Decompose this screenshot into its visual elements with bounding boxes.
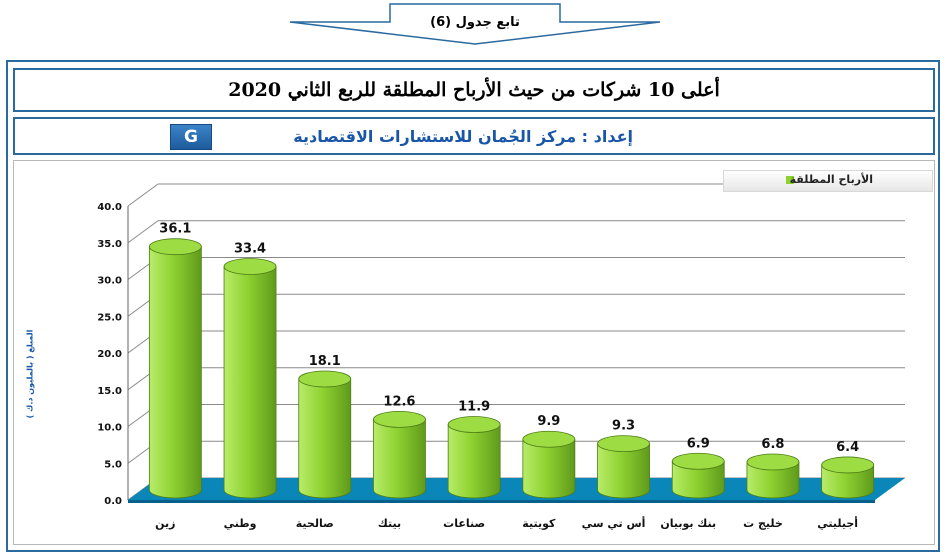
x-tick-label: أجيليتي	[817, 516, 858, 530]
prepared-by-text: إعداد : مركز الجُمان للاستشارات الاقتصاد…	[293, 127, 633, 146]
bar: 9.3	[597, 419, 650, 499]
bar-body	[671, 460, 725, 499]
x-tick-label: بنك بوبيان	[660, 517, 716, 530]
x-axis-labels: زين وطني صالحية بيتك صناعات كويتية أس تي سي بنك…	[155, 516, 858, 530]
data-label: 6.9	[687, 436, 710, 451]
bar-body	[522, 438, 576, 499]
y-axis-label: المبلغ ( بالمليون د.ك )	[25, 329, 35, 419]
bar-top	[821, 456, 875, 474]
bar: 33.4	[223, 242, 277, 499]
x-tick-label: كويتية	[522, 517, 556, 530]
y-tick-label: 0.0	[104, 496, 122, 507]
bar: 18.1	[298, 354, 352, 499]
legend: الأرباح المطلقة	[723, 170, 933, 192]
data-label: 12.6	[383, 394, 415, 409]
data-label: 33.4	[234, 242, 266, 257]
bar-body	[148, 246, 202, 499]
y-tick-label: 15.0	[97, 386, 122, 397]
company-logo: G	[170, 124, 212, 150]
bars: 36.1 33.4 18.1 12.6 11.9 9.9 9.3 6.9 6.8 6.4	[148, 222, 875, 499]
header-arrow	[289, 3, 661, 45]
y-tick-label: 25.0	[97, 312, 122, 323]
data-label: 18.1	[309, 354, 341, 369]
y-tick-label: 10.0	[97, 423, 122, 434]
x-tick-label: بيتك	[378, 517, 401, 530]
x-tick-label: خليج ت	[743, 517, 783, 530]
bar: 9.9	[522, 414, 576, 499]
outer-frame	[6, 60, 940, 552]
y-tick-label: 20.0	[97, 349, 122, 360]
data-label: 36.1	[159, 222, 191, 237]
y-tick-label: 35.0	[97, 239, 122, 250]
prepared-by-box: إعداد : مركز الجُمان للاستشارات الاقتصاد…	[13, 117, 935, 155]
data-label: 6.8	[761, 437, 784, 452]
bar-top	[597, 435, 650, 453]
x-tick-label: أس تي سي	[582, 516, 646, 530]
chart-title: أعلى 10 شركات من حيث الأرباح المطلقة للر…	[13, 68, 935, 112]
floor-edge	[128, 500, 875, 503]
data-label: 11.9	[458, 400, 490, 415]
gridline-side	[127, 220, 159, 244]
y-axis-ticks: 0.0 5.0 10.0 15.0 20.0 25.0 30.0 35.0 40.0	[97, 202, 122, 507]
bar-body	[821, 464, 875, 499]
x-tick-label: صالحية	[296, 517, 334, 530]
data-label: 9.9	[537, 414, 560, 429]
bar-top	[298, 370, 352, 388]
x-tick-label: صناعات	[443, 517, 485, 530]
bar-top	[522, 430, 576, 448]
bar-top	[148, 238, 202, 256]
bar: 36.1	[148, 222, 202, 499]
chart-frame	[13, 160, 935, 545]
bar: 6.9	[671, 436, 725, 499]
bar-body	[597, 443, 650, 499]
legend-label: الأرباح المطلقة	[789, 173, 873, 186]
bar: 11.9	[447, 400, 501, 499]
y-axis-label-anchor: المبلغ ( بالمليون د.ك )	[26, 330, 35, 419]
bar-top	[671, 452, 725, 470]
data-label: 9.3	[612, 419, 635, 434]
y-tick-label: 30.0	[97, 276, 122, 287]
y-tick-label: 5.0	[104, 459, 122, 470]
bar-top	[223, 258, 277, 275]
table-continuation-label: تابع جدول (6)	[430, 15, 520, 30]
x-tick-label: وطني	[224, 517, 257, 530]
bar-body	[746, 461, 800, 499]
bar-body	[298, 378, 352, 499]
y-tick-label: 40.0	[97, 202, 122, 213]
data-label: 6.4	[836, 440, 859, 455]
bar: 12.6	[373, 394, 426, 499]
bar-top	[447, 416, 501, 433]
legend-swatch	[786, 176, 794, 184]
gridline-side	[127, 183, 159, 207]
bar: 6.8	[746, 437, 800, 499]
bar: 6.4	[821, 440, 875, 499]
bar-body	[223, 266, 277, 499]
bar-body	[447, 424, 501, 499]
bar-body	[373, 418, 426, 499]
bar-top	[373, 410, 426, 428]
x-tick-label: زين	[155, 517, 175, 530]
bar-top	[746, 453, 800, 471]
